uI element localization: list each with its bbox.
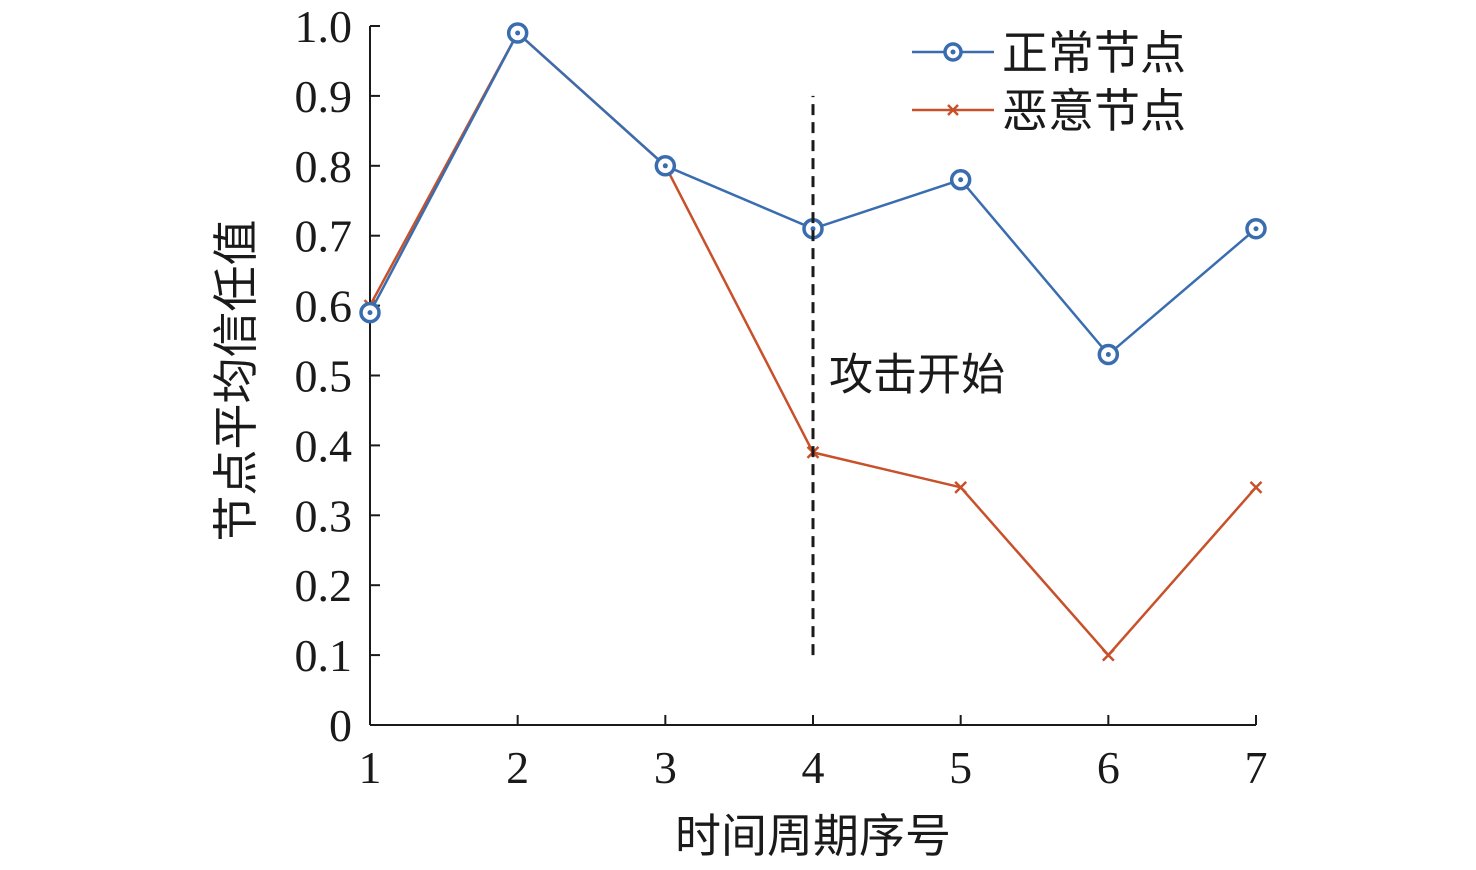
y-tick-label: 0.4 xyxy=(295,420,353,471)
legend: 正常节点 恶意节点 xyxy=(912,26,1186,138)
x-tick-label: 1 xyxy=(359,742,382,793)
data-point xyxy=(949,169,972,191)
y-tick-label: 0.2 xyxy=(295,560,353,611)
attack-start-label: 攻击开始 xyxy=(829,350,1005,401)
x-tick-label: 3 xyxy=(654,742,677,793)
circle-marker-inner xyxy=(367,310,373,316)
data-point xyxy=(359,301,381,324)
data-point xyxy=(1097,343,1120,366)
x-tick-label: 6 xyxy=(1097,742,1120,793)
data-point xyxy=(954,480,968,494)
circle-marker-inner xyxy=(810,226,816,232)
x-marker-stroke xyxy=(947,104,959,116)
legend-label-normal: 正常节点 xyxy=(1002,26,1186,80)
x-marker-stroke xyxy=(954,480,968,494)
y-tick-label: 1.0 xyxy=(295,1,353,52)
data-point xyxy=(1101,648,1115,662)
y-tick-label: 0 xyxy=(329,700,352,751)
y-axis-title: 节点平均信任值 xyxy=(209,220,263,542)
x-tick-label: 5 xyxy=(949,742,972,793)
circle-marker-inner xyxy=(1105,352,1111,358)
data-point xyxy=(1245,217,1267,240)
series-normal xyxy=(359,22,1267,366)
y-tick-label: 0.3 xyxy=(295,490,353,541)
legend-label-malicious: 恶意节点 xyxy=(1002,84,1186,138)
data-point xyxy=(506,22,529,44)
x-marker-stroke xyxy=(1249,480,1263,494)
legend-x-marker xyxy=(947,104,959,116)
x-tick-label: 4 xyxy=(802,742,825,793)
y-tick-label: 0.5 xyxy=(295,351,353,402)
ticks: 0 0.1 0.2 0.3 0.4 0.5 0.6 0.7 0.8 0.9 1.0 1 2 3 4 5 6 7 xyxy=(295,1,1268,793)
x-tick-label: 2 xyxy=(506,742,529,793)
x-tick-label: 7 xyxy=(1245,742,1268,793)
x-axis-title: 时间周期序号 xyxy=(675,809,951,863)
circle-marker-inner xyxy=(958,177,964,183)
data-point xyxy=(654,155,677,177)
annotation-layer: 攻击开始 xyxy=(811,95,1005,656)
y-tick-label: 0.9 xyxy=(295,71,353,122)
y-tick-label: 0.8 xyxy=(295,141,353,192)
y-tick-label: 0.7 xyxy=(295,211,353,262)
legend-marker-normal-inner xyxy=(950,49,956,55)
circle-marker-inner xyxy=(515,30,521,36)
circle-marker-inner xyxy=(1253,226,1259,232)
y-tick-label: 0.1 xyxy=(295,630,353,681)
y-tick-label: 0.6 xyxy=(295,281,353,332)
circle-marker-inner xyxy=(662,163,668,169)
x-marker-stroke xyxy=(1101,648,1115,662)
legend-marker-malicious xyxy=(947,104,959,116)
data-point xyxy=(1249,480,1263,494)
